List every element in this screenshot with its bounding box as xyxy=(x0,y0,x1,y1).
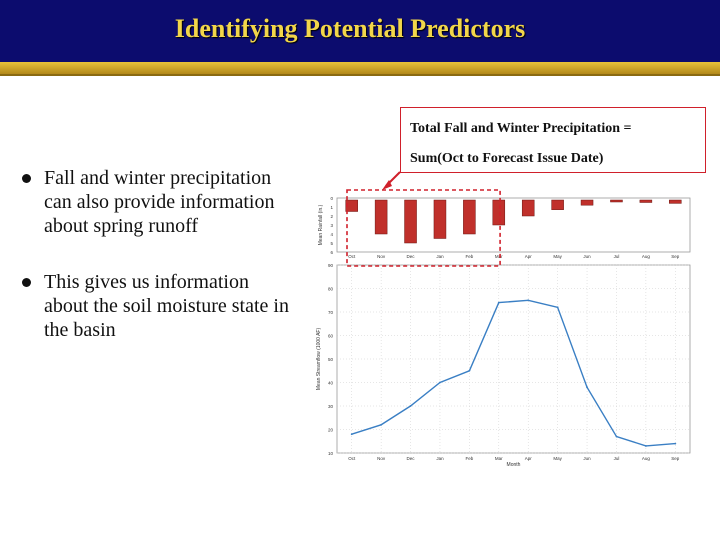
bar xyxy=(580,199,594,206)
bar-x-tick-label: Aug xyxy=(642,254,651,259)
bullet-dot-icon xyxy=(22,278,31,287)
line-y-tick-label: 90 xyxy=(328,263,334,268)
bar-y-tick-label: 6 xyxy=(330,250,333,255)
bar xyxy=(639,199,653,203)
bullet-item: This gives us information about the soil… xyxy=(22,270,292,342)
title-bar xyxy=(0,0,720,62)
line-y-tick-label: 20 xyxy=(328,428,334,433)
page-title: Identifying Potential Predictors xyxy=(174,14,526,43)
bar-x-tick-label: Apr xyxy=(525,254,533,259)
bar-y-tick-label: 1 xyxy=(330,205,333,210)
bar-x-tick-label: May xyxy=(553,254,562,259)
highlight-box xyxy=(346,189,501,267)
bar-chart-frame xyxy=(336,197,691,253)
callout-line-2: Sum(Oct to Forecast Issue Date) xyxy=(410,151,604,166)
bullet-text: This gives us information about the soil… xyxy=(44,271,289,341)
callout-box: Total Fall and Winter Precipitation = Su… xyxy=(400,107,706,173)
line-x-axis-label: Month xyxy=(507,462,521,468)
bar-y-tick-label: 3 xyxy=(330,223,333,228)
arrowhead-icon xyxy=(382,180,392,190)
bar-y-tick-label: 5 xyxy=(330,241,333,246)
gold-stripe xyxy=(0,62,720,74)
bar-x-tick-label: Mar xyxy=(495,254,503,259)
bar-x-tick-label: Jun xyxy=(583,254,591,259)
streamflow-series-line xyxy=(351,299,676,447)
bar xyxy=(610,199,623,203)
bar xyxy=(433,199,447,239)
gold-stripe-shadow xyxy=(0,74,720,76)
line-y-tick-label: 50 xyxy=(328,357,334,362)
line-y-tick-label: 80 xyxy=(328,287,334,292)
bar-y-tick-label: 0 xyxy=(330,196,333,201)
bar-x-tick-label: Jul xyxy=(614,254,620,259)
line-y-axis-label: Mean Streamflow (1000 AF) xyxy=(316,328,322,391)
bar xyxy=(404,199,417,244)
line-x-tick-label: May xyxy=(553,456,562,461)
bar-x-tick-label: Nov xyxy=(377,254,386,259)
bar-x-tick-label: Dec xyxy=(407,254,416,259)
line-x-tick-label: Oct xyxy=(348,456,356,461)
bar xyxy=(374,199,388,235)
line-y-tick-label: 40 xyxy=(328,381,334,386)
line-x-tick-label: Nov xyxy=(377,456,386,461)
bar xyxy=(669,199,682,204)
line-x-tick-label: Jun xyxy=(583,456,591,461)
bullet-dot-icon xyxy=(22,174,31,183)
bar-x-tick-label: Oct xyxy=(348,254,356,259)
bullet-text: Fall and winter precipitation can also p… xyxy=(44,167,275,237)
bar xyxy=(345,199,358,212)
bar-y-tick-label: 4 xyxy=(330,232,333,237)
bar-y-tick-label: 2 xyxy=(330,214,333,219)
line-x-tick-label: Aug xyxy=(642,456,651,461)
bar-x-tick-label: Sep xyxy=(671,254,680,259)
bar xyxy=(521,199,535,217)
line-x-tick-label: Jan xyxy=(436,456,444,461)
line-x-tick-label: Feb xyxy=(465,456,473,461)
line-x-tick-label: Dec xyxy=(407,456,416,461)
bar xyxy=(492,199,506,226)
line-y-tick-label: 70 xyxy=(328,310,334,315)
bar-x-tick-label: Jan xyxy=(436,254,444,259)
line-y-tick-label: 30 xyxy=(328,404,334,409)
bar-y-axis-label: Mean Rainfall (in.) xyxy=(318,204,324,245)
bullet-list: Fall and winter precipitation can also p… xyxy=(22,166,292,374)
line-x-tick-label: Apr xyxy=(525,456,533,461)
line-y-tick-label: 60 xyxy=(328,334,334,339)
bullet-item: Fall and winter precipitation can also p… xyxy=(22,166,292,238)
line-x-tick-label: Sep xyxy=(671,456,680,461)
line-x-tick-label: Jul xyxy=(614,456,620,461)
bar-x-tick-label: Feb xyxy=(465,254,473,259)
callout-line-1: Total Fall and Winter Precipitation = xyxy=(410,121,632,136)
line-x-tick-label: Mar xyxy=(495,456,503,461)
line-y-tick-label: 10 xyxy=(328,451,334,456)
bar xyxy=(463,199,476,235)
bar xyxy=(551,199,564,210)
